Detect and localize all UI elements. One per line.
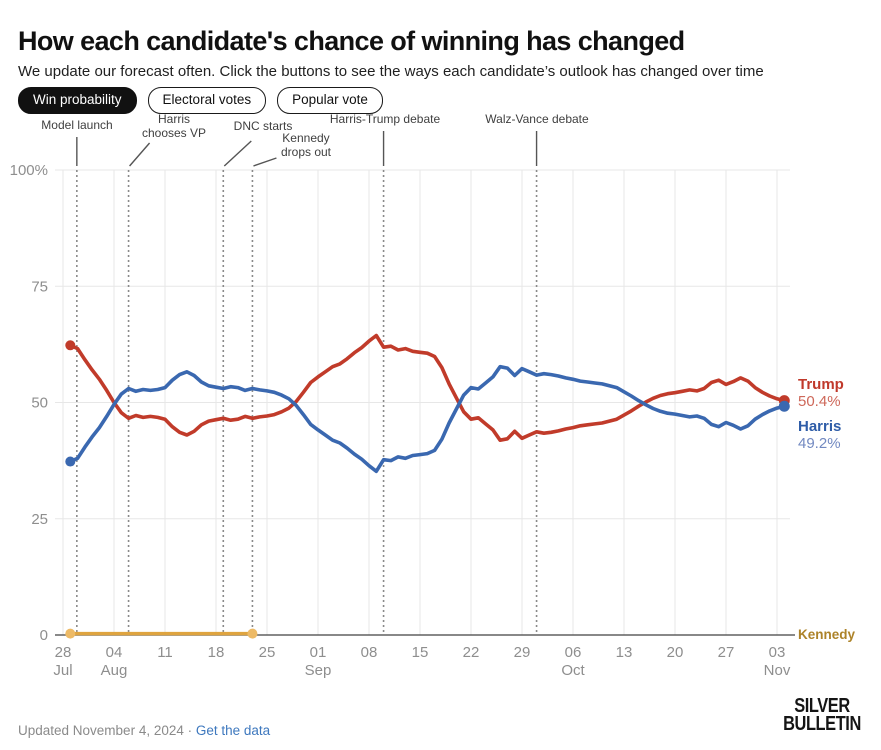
svg-text:15: 15 [412,644,429,661]
annotation-kennedy-drops-out: Kennedy drops out [280,131,332,159]
svg-text:Nov: Nov [764,662,791,679]
electoral-votes-button[interactable]: Electoral votes [147,87,267,114]
svg-text:22: 22 [463,644,480,661]
svg-text:50: 50 [31,395,48,412]
svg-text:Oct: Oct [561,662,585,679]
updated-text: Updated November 4, 2024 [18,723,184,738]
annotation-walz-vance-debate: Walz-Vance debate [485,112,589,126]
annotation-harris-trump-debate: Harris-Trump debate [329,112,441,126]
page-title: How each candidate's chance of winning h… [18,26,685,57]
svg-text:04: 04 [106,644,123,661]
svg-text:100%: 100% [10,162,48,179]
harris-end-label-group: Harris 49.2% [798,418,841,452]
win-probability-button[interactable]: Win probability [18,87,137,114]
svg-text:28: 28 [55,644,72,661]
svg-text:25: 25 [31,511,48,528]
svg-text:0: 0 [40,627,48,644]
svg-text:03: 03 [769,644,786,661]
footer: Updated November 4, 2024 · Get the data [18,723,270,738]
svg-text:Aug: Aug [101,662,128,679]
svg-text:13: 13 [616,644,633,661]
svg-text:25: 25 [259,644,276,661]
annotation-model-launch: Model launch [41,118,113,132]
footer-separator: · [187,723,193,738]
silver-bulletin-logo: SILVER BULLETIN [783,695,861,735]
svg-text:29: 29 [514,644,531,661]
svg-text:06: 06 [565,644,582,661]
svg-text:27: 27 [718,644,735,661]
harris-series-label: Harris [798,418,842,435]
kennedy-series-label: Kennedy [798,627,856,642]
svg-text:01: 01 [310,644,327,661]
harris-end-value: 49.2% [798,435,841,452]
svg-text:Sep: Sep [305,662,332,679]
annotation-dnc-starts: DNC starts [233,119,293,133]
trump-end-value: 50.4% [798,393,841,410]
svg-text:20: 20 [667,644,684,661]
trump-series-label: Trump [798,376,844,393]
get-the-data-link[interactable]: Get the data [195,723,271,738]
svg-text:75: 75 [31,278,48,295]
page-subtitle: We update our forecast often. Click the … [18,63,764,80]
annotation-harris-chooses-vp: Harris chooses VP [141,112,207,140]
svg-text:18: 18 [208,644,225,661]
svg-text:08: 08 [361,644,378,661]
svg-text:Jul: Jul [53,662,72,679]
trump-end-label-group: Trump 50.4% [798,376,844,410]
svg-text:11: 11 [157,644,173,661]
popular-vote-button[interactable]: Popular vote [277,87,383,114]
view-toggle-group: Win probability Electoral votes Popular … [18,87,383,114]
